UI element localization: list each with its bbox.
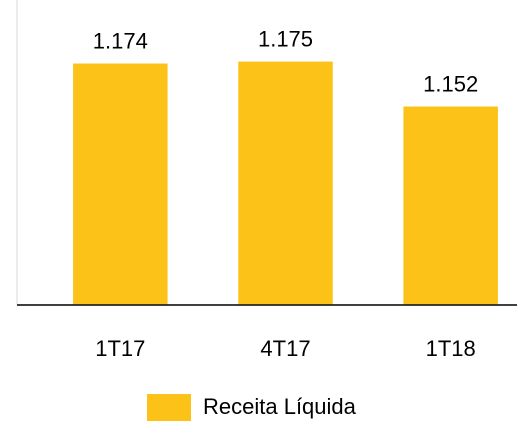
value-label: 1.152 [423,72,478,97]
legend-swatch [147,394,191,421]
x-tick-label: 1T17 [95,336,145,361]
bar [71,62,170,306]
x-tick-label: 1T18 [426,336,476,361]
bar [236,60,335,306]
x-tick-label: 4T17 [260,336,310,361]
bar [401,105,500,306]
value-label: 1.175 [258,27,313,52]
legend-label: Receita Líquida [203,394,357,419]
value-label: 1.174 [93,29,148,54]
